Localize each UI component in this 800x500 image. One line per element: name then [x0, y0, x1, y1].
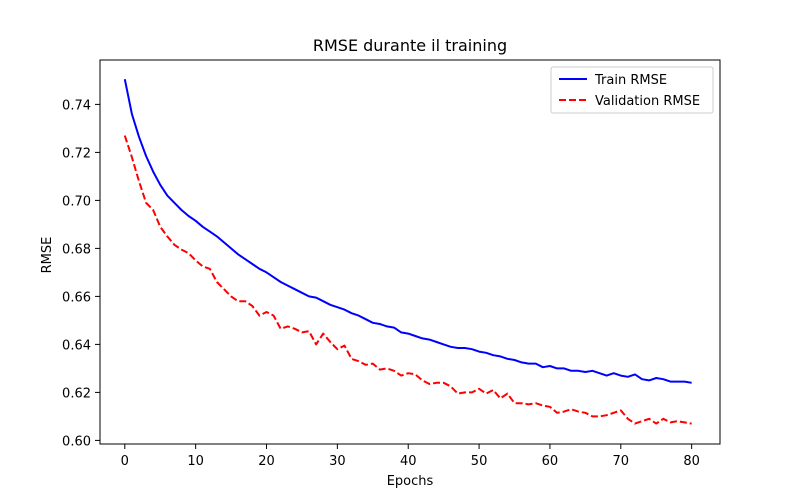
series-line-train	[123, 79, 692, 384]
legend-label-train: Train RMSE	[594, 73, 667, 88]
y-tick-label: 0.70	[62, 194, 91, 209]
x-tick-label: 60	[542, 454, 559, 469]
x-tick-label: 0	[121, 454, 129, 469]
y-tick-label: 0.64	[62, 338, 91, 353]
x-tick-label: 80	[683, 454, 700, 469]
x-axis-label: Epochs	[387, 474, 434, 489]
x-tick-label: 50	[471, 454, 488, 469]
x-tick-label: 40	[400, 454, 417, 469]
legend-frame	[550, 66, 714, 114]
axes-layer: 0 10 20 30 40 50 60 70 80 0.60 0.62 0.64 0.66 0.68 0.7…	[62, 59, 721, 469]
series-line-validation	[123, 135, 692, 425]
y-tick-label: 0.72	[62, 146, 91, 161]
chart-title: RMSE durante il training	[313, 36, 507, 55]
y-tick-label: 0.60	[62, 434, 91, 449]
series-layer	[123, 79, 692, 425]
legend: Train RMSE Validation RMSE	[550, 66, 714, 114]
y-tick-label: 0.62	[62, 386, 91, 401]
y-tick-label: 0.74	[62, 98, 91, 113]
x-tick-label: 30	[329, 454, 346, 469]
y-tick-label: 0.68	[62, 242, 91, 257]
y-axis-label: RMSE	[40, 237, 55, 274]
y-tick-label: 0.66	[62, 290, 91, 305]
x-tick-label: 10	[187, 454, 204, 469]
legend-label-validation: Validation RMSE	[595, 94, 700, 109]
x-tick-label: 20	[258, 454, 275, 469]
x-tick-label: 70	[613, 454, 630, 469]
plot-frame	[99, 59, 721, 445]
